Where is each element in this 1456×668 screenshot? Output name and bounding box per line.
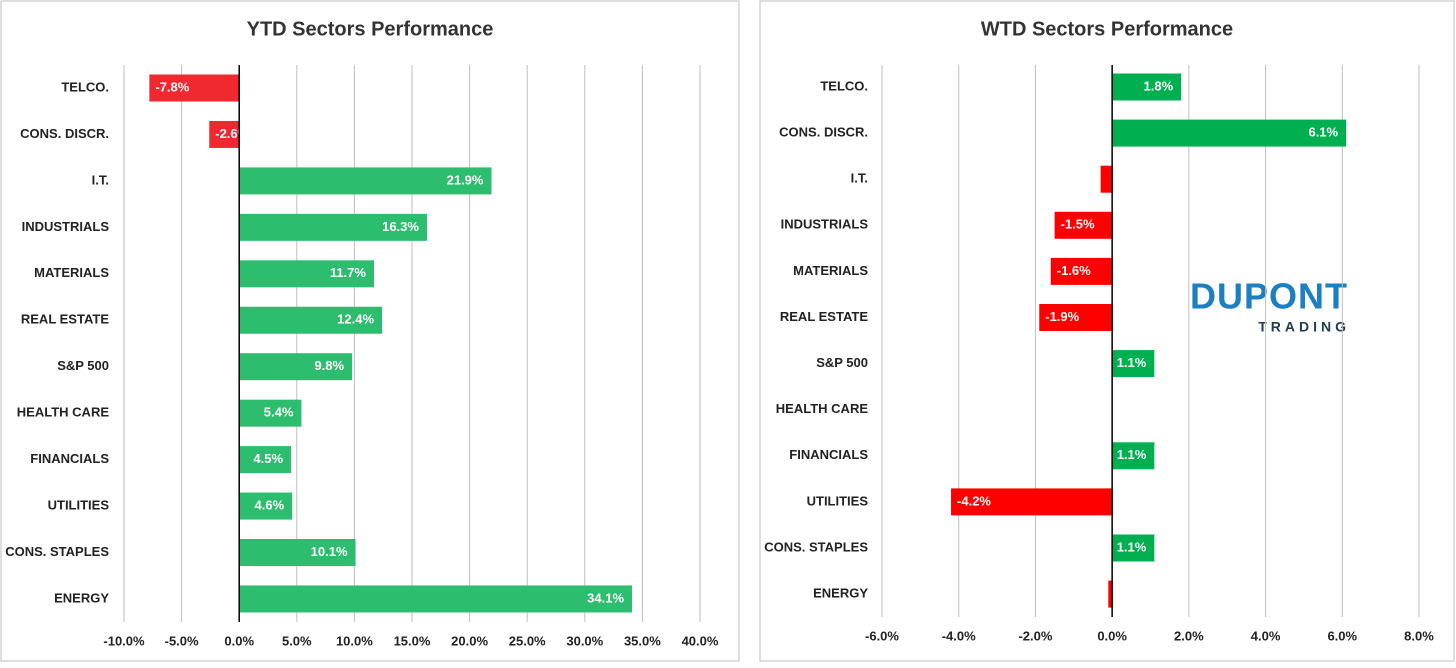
x-tick-label: -2.0% (1018, 628, 1052, 643)
bar (1112, 73, 1182, 101)
bar (239, 213, 427, 241)
x-tick-label: 4.0% (1251, 628, 1281, 643)
x-tick-label: 35.0% (624, 633, 661, 648)
category-label: FINANCIALS (30, 451, 109, 466)
bar (239, 492, 293, 520)
category-label: TELCO. (820, 78, 868, 93)
value-label: 11.7% (330, 265, 367, 280)
x-tick-label: 8.0% (1404, 628, 1434, 643)
x-tick-label: 10.0% (336, 633, 373, 648)
bar (239, 260, 374, 288)
category-label: S&P 500 (816, 355, 868, 370)
category-label: UTILITIES (48, 497, 110, 512)
value-label: -1.6% (1057, 263, 1091, 278)
bar (149, 74, 240, 102)
x-tick-label: 6.0% (1327, 628, 1357, 643)
logo: DUPONT TRADING (1190, 276, 1350, 335)
category-label: S&P 500 (57, 358, 109, 373)
category-label: MATERIALS (793, 263, 868, 278)
category-label: REAL ESTATE (21, 312, 109, 327)
category-label: INDUSTRIALS (781, 217, 869, 232)
category-label: REAL ESTATE (780, 309, 868, 324)
category-label: CONS. STAPLES (5, 544, 109, 559)
category-label: HEALTH CARE (776, 401, 869, 416)
value-label: -1.9% (1045, 309, 1079, 324)
panel-border (0, 0, 740, 662)
value-label: 21.9% (447, 172, 484, 187)
value-label: 1.1% (1117, 539, 1147, 554)
category-label: FINANCIALS (789, 447, 868, 462)
value-label: 1.1% (1117, 447, 1147, 462)
value-label: 12.4% (337, 312, 374, 327)
category-label: CONS. DISCR. (779, 125, 868, 140)
bar (239, 167, 492, 195)
x-tick-label: -4.0% (942, 628, 976, 643)
x-tick-label: 2.0% (1174, 628, 1204, 643)
x-tick-label: -10.0% (103, 633, 145, 648)
bar (239, 539, 356, 566)
bar (951, 488, 1113, 516)
bar (239, 446, 292, 474)
value-label: -2.6% (215, 126, 249, 141)
bar (239, 353, 353, 381)
bar (209, 120, 240, 148)
bar (1112, 350, 1155, 378)
category-label: CONS. STAPLES (764, 539, 868, 554)
bar (1112, 442, 1155, 470)
value-label: 6.1% (1308, 125, 1338, 140)
category-label: INDUSTRIALS (22, 219, 110, 234)
x-tick-label: 25.0% (509, 633, 546, 648)
category-label: CONS. DISCR. (20, 126, 109, 141)
bar (1039, 304, 1113, 331)
bar (239, 306, 383, 334)
x-tick-label: 30.0% (566, 633, 603, 648)
category-label: I.T. (851, 171, 868, 186)
value-label: 4.5% (253, 451, 283, 466)
bar (239, 399, 302, 427)
category-label: ENERGY (813, 586, 868, 601)
x-tick-label: 0.0% (224, 633, 254, 648)
category-label: MATERIALS (34, 265, 109, 280)
value-label: 34.1% (587, 590, 624, 605)
category-label: ENERGY (54, 590, 109, 605)
x-tick-label: -6.0% (865, 628, 899, 643)
x-tick-label: 0.0% (1097, 628, 1127, 643)
x-tick-label: 20.0% (451, 633, 488, 648)
value-label: 1.8% (1144, 78, 1174, 93)
x-tick-label: -5.0% (165, 633, 199, 648)
value-label: 5.4% (264, 405, 294, 420)
bar (239, 585, 633, 613)
value-label: 10.1% (311, 544, 348, 559)
category-label: UTILITIES (807, 493, 869, 508)
category-label: I.T. (92, 172, 109, 187)
value-label: 9.8% (314, 358, 344, 373)
x-tick-label: 5.0% (282, 633, 312, 648)
x-tick-label: 40.0% (682, 633, 719, 648)
chart-title: WTD Sectors Performance (981, 18, 1233, 40)
value-label: 1.1% (1117, 355, 1147, 370)
category-label: HEALTH CARE (17, 405, 110, 420)
bar (1108, 580, 1113, 608)
value-label: -4.2% (957, 493, 991, 508)
bar (1112, 534, 1155, 562)
bar (1100, 165, 1113, 193)
bar (1112, 119, 1347, 147)
value-label: 16.3% (382, 219, 419, 234)
category-label: TELCO. (61, 79, 109, 94)
panel-border (759, 0, 1455, 662)
x-tick-label: 15.0% (394, 633, 431, 648)
value-label: -7.8% (155, 79, 189, 94)
value-label: -1.5% (1061, 217, 1095, 232)
value-label: 4.6% (255, 497, 285, 512)
chart-title: YTD Sectors Performance (247, 18, 494, 40)
logo-tagline: TRADING (1258, 319, 1350, 335)
logo-name: DUPONT (1190, 276, 1348, 317)
bar (1054, 211, 1113, 239)
bar (1050, 257, 1113, 285)
